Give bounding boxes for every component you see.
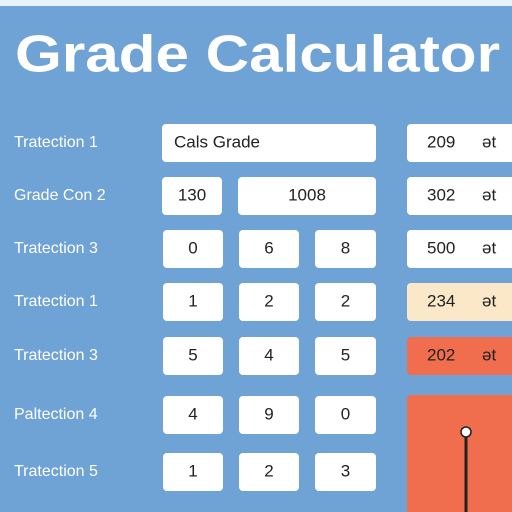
input-value: 5: [188, 345, 197, 364]
row-label: Tratection 1: [14, 293, 98, 310]
input-value: 0: [341, 404, 350, 423]
row-label: Tratection 3: [14, 347, 98, 364]
row-label: Tratection 5: [14, 463, 98, 480]
result-box: [407, 124, 512, 162]
input-value: 4: [188, 404, 197, 423]
input-value: 2: [264, 461, 273, 480]
input-value: 1: [188, 461, 197, 480]
result-value: 500: [427, 238, 455, 257]
row-label: Grade Con 2: [14, 187, 106, 204]
input-value: 6: [264, 238, 273, 257]
result-unit: ət: [482, 345, 496, 364]
input-box[interactable]: [315, 337, 376, 375]
result-unit: ət: [482, 185, 496, 204]
input-box[interactable]: [315, 453, 376, 491]
input-box[interactable]: [315, 230, 376, 268]
gauge-panel: [407, 395, 512, 512]
input-box[interactable]: [239, 230, 299, 268]
row-label: Tratection 3: [14, 240, 98, 257]
result-value: 202: [427, 345, 455, 364]
input-value: 2: [264, 291, 273, 310]
top-strip: [0, 0, 512, 6]
input-box[interactable]: [163, 337, 223, 375]
result-box: [407, 283, 512, 321]
input-value: 130: [178, 185, 206, 204]
result-value: 234: [427, 291, 455, 310]
input-box[interactable]: [163, 230, 223, 268]
input-box[interactable]: [162, 124, 376, 162]
input-box[interactable]: [315, 396, 376, 434]
result-unit: ət: [482, 291, 496, 310]
title: Grade Calculator: [15, 26, 500, 84]
input-value: 8: [341, 238, 350, 257]
input-value: 2: [341, 291, 350, 310]
row-label: Paltection 4: [14, 406, 98, 423]
result-unit: ət: [482, 238, 496, 257]
input-box[interactable]: [162, 177, 222, 215]
row-label: Tratection 1: [14, 134, 98, 151]
input-box[interactable]: [238, 177, 376, 215]
input-box[interactable]: [163, 396, 223, 434]
input-box[interactable]: [163, 453, 223, 491]
input-box[interactable]: [239, 453, 299, 491]
input-box[interactable]: [239, 337, 299, 375]
input-value: 1008: [288, 185, 326, 204]
input-value: Cals Grade: [174, 132, 260, 151]
result-value: 302: [427, 185, 455, 204]
input-value: 5: [341, 345, 350, 364]
input-value: 3: [341, 461, 350, 480]
result-value: 209: [427, 132, 455, 151]
input-box[interactable]: [315, 283, 376, 321]
gauge-pivot: [460, 426, 472, 438]
result-unit: ət: [482, 132, 496, 151]
result-box: [407, 337, 512, 375]
input-value: 9: [264, 404, 273, 423]
result-box: [407, 230, 512, 268]
input-box[interactable]: [239, 396, 299, 434]
input-box[interactable]: [163, 283, 223, 321]
input-box[interactable]: [239, 283, 299, 321]
input-value: 0: [188, 238, 197, 257]
input-value: 4: [264, 345, 273, 364]
result-box: [407, 177, 512, 215]
input-value: 1: [188, 291, 197, 310]
